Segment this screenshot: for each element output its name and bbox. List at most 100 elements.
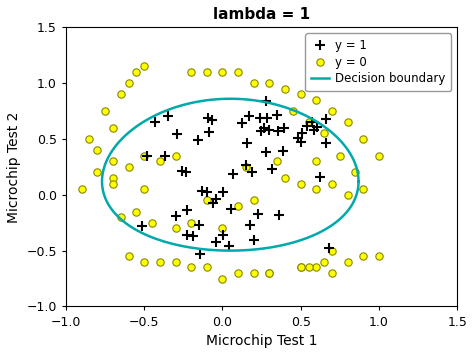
y = 1 — [325, 245, 332, 251]
y = 0 — [250, 80, 257, 86]
y = 1 — [256, 115, 264, 121]
y = 1 — [265, 127, 273, 133]
Decision boundary — [121, 220, 127, 224]
y = 1 — [229, 171, 237, 176]
y = 1 — [245, 113, 253, 119]
y = 0 — [289, 108, 297, 114]
y = 0 — [148, 220, 156, 225]
y = 1 — [242, 162, 250, 168]
Decision boundary — [227, 248, 232, 253]
y = 0 — [265, 270, 273, 276]
Decision boundary — [337, 217, 343, 221]
y = 0 — [219, 69, 226, 75]
y = 0 — [156, 259, 164, 264]
Title: lambda = 1: lambda = 1 — [213, 7, 310, 22]
y = 1 — [205, 130, 213, 135]
y = 1 — [179, 168, 186, 174]
y = 1 — [209, 200, 217, 206]
X-axis label: Microchip Test 1: Microchip Test 1 — [206, 334, 317, 348]
y = 1 — [183, 232, 191, 237]
Decision boundary — [302, 236, 308, 241]
y = 0 — [133, 69, 140, 75]
y = 0 — [86, 136, 93, 142]
y = 1 — [268, 166, 276, 172]
y = 1 — [208, 117, 216, 122]
y = 0 — [125, 253, 132, 259]
y = 0 — [203, 69, 210, 75]
y = 0 — [297, 92, 304, 97]
y = 0 — [359, 186, 367, 192]
y = 0 — [344, 119, 351, 125]
y = 1 — [254, 212, 262, 217]
y = 0 — [312, 186, 320, 192]
y = 0 — [359, 253, 367, 259]
y = 1 — [294, 136, 301, 141]
y = 0 — [312, 264, 320, 270]
y = 1 — [263, 115, 271, 120]
Decision boundary — [123, 221, 129, 225]
Decision boundary — [356, 179, 361, 184]
y = 0 — [281, 175, 289, 181]
y = 1 — [195, 223, 203, 228]
y = 1 — [273, 112, 281, 118]
y = 0 — [109, 125, 117, 131]
y = 0 — [328, 181, 336, 186]
y = 1 — [194, 137, 201, 143]
y = 0 — [375, 253, 383, 259]
Y-axis label: Microchip Test 2: Microchip Test 2 — [7, 111, 21, 223]
y = 0 — [297, 264, 304, 270]
y = 1 — [182, 169, 190, 175]
y = 0 — [203, 197, 210, 203]
y = 0 — [265, 80, 273, 86]
y = 0 — [336, 153, 344, 159]
y = 1 — [322, 116, 330, 121]
y = 1 — [203, 189, 210, 195]
y = 0 — [117, 92, 125, 97]
y = 0 — [312, 97, 320, 103]
y = 0 — [273, 158, 281, 164]
y = 1 — [310, 127, 318, 133]
y = 0 — [203, 264, 210, 270]
y = 0 — [140, 153, 148, 159]
y = 0 — [172, 225, 179, 231]
y = 0 — [320, 131, 328, 136]
y = 1 — [275, 212, 283, 218]
y = 0 — [140, 259, 148, 264]
y = 1 — [219, 190, 227, 195]
y = 0 — [109, 158, 117, 164]
y = 0 — [328, 248, 336, 253]
y = 0 — [297, 264, 304, 270]
y = 0 — [265, 270, 273, 276]
y = 0 — [359, 136, 367, 142]
y = 1 — [280, 125, 287, 131]
Legend: y = 1, y = 0, Decision boundary: y = 1, y = 0, Decision boundary — [305, 33, 451, 91]
y = 1 — [274, 128, 282, 133]
y = 1 — [257, 128, 265, 133]
y = 1 — [151, 119, 158, 125]
y = 1 — [298, 131, 306, 136]
y = 1 — [164, 113, 172, 119]
y = 0 — [187, 220, 195, 225]
y = 0 — [234, 69, 242, 75]
y = 1 — [309, 120, 316, 125]
y = 1 — [262, 149, 269, 155]
y = 1 — [303, 124, 311, 129]
y = 0 — [234, 270, 242, 276]
y = 0 — [133, 209, 140, 214]
Decision boundary — [356, 178, 361, 182]
y = 0 — [328, 270, 336, 276]
y = 0 — [375, 153, 383, 159]
Decision boundary — [131, 227, 137, 231]
y = 0 — [187, 69, 195, 75]
y = 1 — [227, 206, 235, 212]
y = 1 — [183, 207, 191, 213]
Decision boundary — [356, 179, 361, 184]
y = 1 — [297, 139, 305, 145]
y = 1 — [173, 131, 181, 137]
y = 0 — [344, 192, 351, 198]
y = 0 — [93, 147, 101, 153]
y = 0 — [344, 259, 351, 264]
Decision boundary — [227, 97, 232, 101]
Line: Decision boundary: Decision boundary — [102, 99, 358, 251]
y = 1 — [225, 243, 232, 248]
